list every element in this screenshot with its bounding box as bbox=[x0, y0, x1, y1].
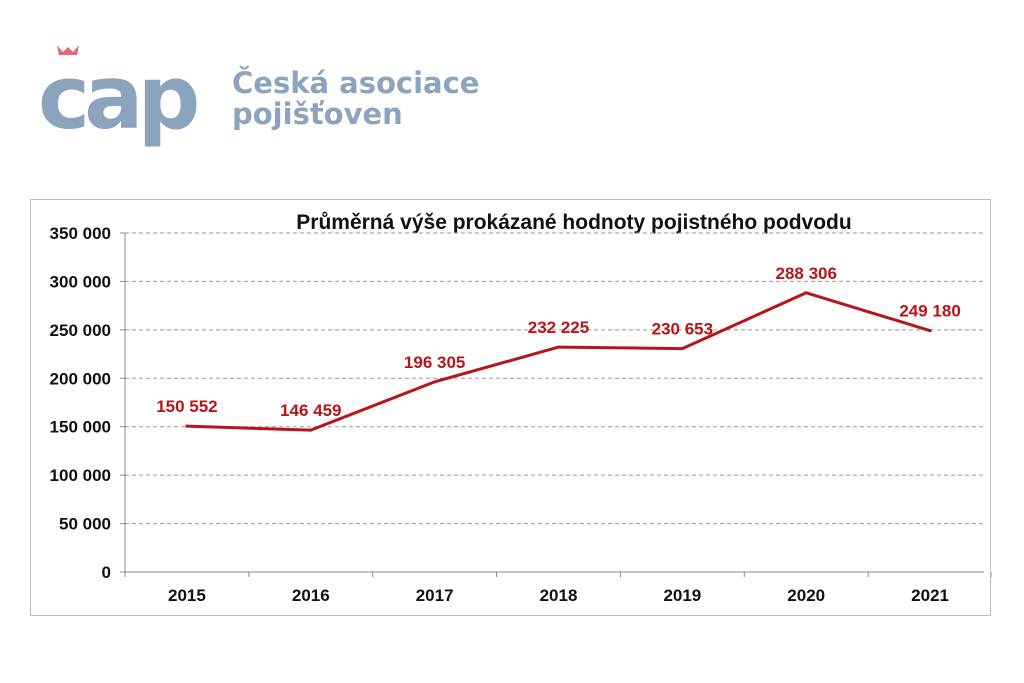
cap-logo: cap Česká asociace pojišťoven bbox=[38, 45, 479, 149]
x-tick-label: 2017 bbox=[416, 586, 454, 605]
gridlines bbox=[125, 232, 984, 525]
data-point bbox=[680, 347, 684, 351]
chart-title: Průměrná výše prokázané hodnoty pojistné… bbox=[296, 211, 851, 234]
logo-name-line1: Česká asociace bbox=[232, 66, 480, 100]
y-tick-label: 150 000 bbox=[50, 418, 111, 437]
x-tick-label: 2019 bbox=[663, 586, 701, 605]
data-label: 288 306 bbox=[775, 264, 836, 283]
y-tick-label: 300 000 bbox=[50, 272, 111, 291]
data-point bbox=[928, 329, 932, 333]
y-tick-label: 250 000 bbox=[50, 321, 111, 340]
y-tick-label: 100 000 bbox=[50, 466, 111, 485]
y-axis-ticks: 0 50 000 100 000 150 000 200 000 250 000 300 0… bbox=[50, 224, 111, 582]
data-labels: 150 552 146 459 196 305 232 225 230 653 288 3… bbox=[156, 264, 961, 420]
y-tick-label: 200 000 bbox=[50, 369, 111, 388]
data-point bbox=[557, 345, 560, 349]
x-axis-ticks: 2015 2016 2017 2018 2019 2020 2021 bbox=[168, 586, 949, 605]
line-chart: Průměrná výše prokázané hodnoty pojistné… bbox=[50, 211, 992, 605]
logo-name-line2: pojišťoven bbox=[232, 97, 403, 131]
data-label: 146 459 bbox=[280, 401, 341, 420]
data-point bbox=[309, 428, 313, 432]
y-tick-label: 0 bbox=[102, 563, 111, 582]
y-tick-label: 50 000 bbox=[59, 515, 111, 534]
data-point bbox=[804, 291, 808, 295]
y-tick-label: 350 000 bbox=[50, 224, 111, 243]
x-tick-label: 2020 bbox=[787, 586, 825, 605]
x-tick-label: 2021 bbox=[911, 586, 949, 605]
data-label: 230 653 bbox=[652, 320, 713, 339]
data-label: 232 225 bbox=[528, 318, 589, 337]
series bbox=[185, 291, 932, 432]
data-label: 150 552 bbox=[156, 397, 217, 416]
data-label: 196 305 bbox=[404, 353, 465, 372]
data-point bbox=[185, 424, 189, 428]
x-tick-label: 2015 bbox=[168, 586, 206, 605]
data-point bbox=[433, 380, 437, 384]
logo-company-name: Česká asociace pojišťoven bbox=[232, 68, 479, 130]
logo-caron-icon bbox=[57, 45, 79, 55]
logo-mark-text: cap bbox=[38, 46, 201, 149]
x-tick-label: 2016 bbox=[292, 586, 330, 605]
axes bbox=[120, 232, 992, 577]
data-label: 249 180 bbox=[899, 302, 960, 321]
x-tick-label: 2018 bbox=[540, 586, 578, 605]
chart-frame: Průměrná výše prokázané hodnoty pojistné… bbox=[30, 199, 992, 616]
